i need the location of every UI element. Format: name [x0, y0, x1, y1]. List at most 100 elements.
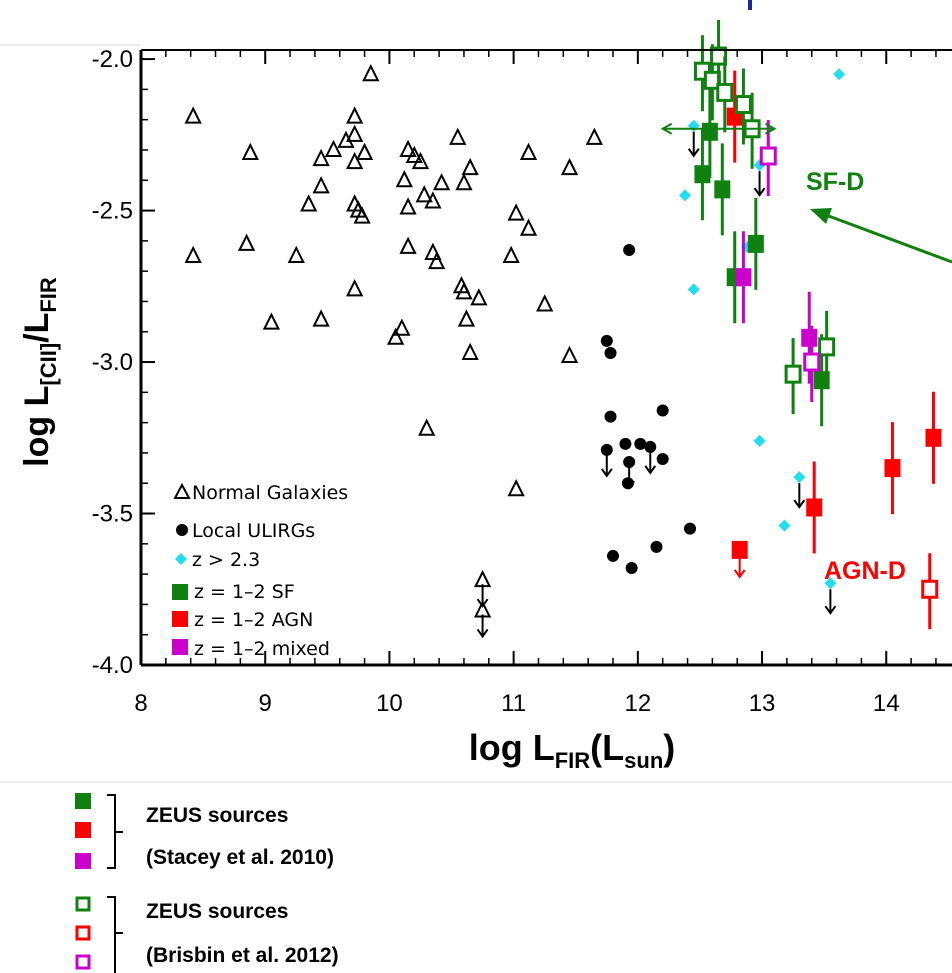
normal-galaxy-point [346, 106, 364, 124]
normal-galaxy-point [461, 157, 479, 176]
normal-galaxy-point [355, 142, 374, 161]
upper-limit-arrow-head [753, 187, 766, 197]
normal-galaxy-point [560, 345, 579, 363]
zeus-point [806, 498, 823, 517]
x-tick-label: 8 [134, 690, 147, 717]
local-ulirg-point [604, 410, 617, 423]
zeus-open-point [759, 146, 777, 166]
normal-galaxy-point [300, 194, 318, 212]
range-arrow [660, 122, 777, 135]
normal-galaxy-point [585, 127, 603, 145]
y-tick-label: -2.5 [92, 198, 133, 225]
series-3 [600, 440, 657, 490]
normal-galaxy-point [457, 309, 476, 327]
normal-galaxy-point [399, 236, 417, 254]
y-axis-title-mid: /L [18, 313, 56, 343]
legend-circle-marker [176, 524, 188, 536]
source-legend-group2-line1: ZEUS sources [146, 900, 288, 923]
normal-galaxy-point [424, 191, 442, 209]
normal-galaxy-point [519, 142, 538, 161]
x-tick-label: 12 [624, 690, 651, 717]
y-axis-title-sub2: FIR [36, 277, 61, 313]
legend-label-sf: z = 1–2 SF [194, 581, 295, 603]
normal-galaxy-point [507, 479, 525, 497]
x-axis-title-rest: (L [590, 727, 624, 768]
legend-triangle-marker [173, 482, 191, 499]
normal-galaxy-point [346, 124, 364, 142]
normal-galaxy-point [241, 142, 259, 161]
range-arrow-right [764, 122, 777, 135]
series-7 [726, 70, 942, 554]
normal-galaxy-point [432, 173, 451, 191]
legend-label-mixed: z = 1–2 mixed [194, 638, 330, 660]
annotation-agn-d: AGN-D [824, 557, 906, 585]
zeus-point [694, 165, 711, 184]
local-ulirg-point [644, 440, 657, 453]
upper-limit-arrow-head [687, 148, 700, 158]
zeus-point [731, 540, 748, 559]
y-axis-title-sub: [CII] [36, 343, 61, 386]
series-0 [184, 64, 603, 497]
normal-galaxy-point [473, 600, 492, 618]
normal-galaxy-point [184, 245, 202, 264]
source-legend-magenta-open [75, 954, 91, 970]
upper-limit-arrow-head [600, 468, 613, 478]
zeus-open-point [710, 46, 728, 66]
high-z-point [679, 189, 692, 202]
normal-galaxy-point [449, 127, 467, 145]
legend-square-magenta [172, 639, 188, 655]
source-legend-red-filled [75, 822, 91, 838]
zeus-point [801, 328, 818, 347]
zeus-open-point [803, 352, 821, 372]
local-ulirg-point [600, 334, 613, 347]
normal-galaxy-point [470, 288, 488, 306]
local-ulirg-point [684, 522, 697, 535]
normal-galaxy-point [405, 145, 423, 164]
plot-frame [139, 49, 952, 667]
normal-galaxy-point [418, 418, 436, 436]
high-z-point [793, 471, 806, 484]
y-tick-label: -3.5 [92, 501, 133, 528]
y-tick-label: -2.0 [92, 46, 133, 73]
x-axis-title-sub2: sun [624, 748, 663, 773]
series-6 [694, 85, 830, 427]
high-z-point [687, 119, 700, 132]
normal-galaxy-point [287, 245, 305, 264]
local-ulirg-point [650, 540, 663, 553]
source-legend-bracket-1 [107, 794, 123, 869]
zeus-open-point [818, 337, 836, 357]
normal-galaxy-point [455, 173, 473, 191]
source-legend-group2-line2: (Brisbin et al. 2012) [146, 944, 339, 967]
source-legend-group1-line1: ZEUS sources [146, 804, 288, 827]
normal-galaxy-point [312, 148, 330, 167]
local-ulirg-point [656, 404, 669, 417]
zeus-open-point [716, 82, 734, 102]
local-ulirg-point [623, 243, 636, 256]
upper-limit-arrow-head [824, 605, 837, 615]
y-tick-label: -3.0 [92, 349, 133, 376]
y-axis-title-main: log L [18, 386, 56, 467]
upper-limit-arrow-head [793, 499, 806, 509]
top-blue-mark [748, 0, 752, 10]
legend-label-agn: z = 1–2 AGN [194, 609, 313, 631]
annotation-sf-d: SF-D [806, 168, 864, 196]
zeus-point [701, 122, 718, 141]
legend-square-green [172, 584, 188, 600]
legend-label-z-high: z > 2.3 [192, 549, 260, 571]
x-tick-label: 13 [749, 690, 776, 717]
normal-galaxy-point [536, 294, 554, 312]
local-ulirg-point [619, 437, 632, 450]
zeus-point [747, 234, 764, 253]
normal-galaxy-point [395, 170, 413, 188]
local-ulirg-point [656, 452, 669, 465]
x-axis-title-main: log L [469, 727, 555, 768]
tick-labels: 8 9 10 11 12 13 14 -2.0 -2.5 -3.0 -3.5 -4.0 [92, 46, 900, 717]
data-layer [184, 20, 942, 639]
series-11 [921, 553, 939, 630]
normal-galaxy-point [473, 569, 492, 588]
high-z-point [687, 283, 700, 296]
normal-galaxy-point [461, 342, 479, 360]
normal-galaxy-point [184, 106, 202, 124]
zeus-open-point [734, 95, 752, 115]
legend-diamond-marker [175, 553, 187, 565]
